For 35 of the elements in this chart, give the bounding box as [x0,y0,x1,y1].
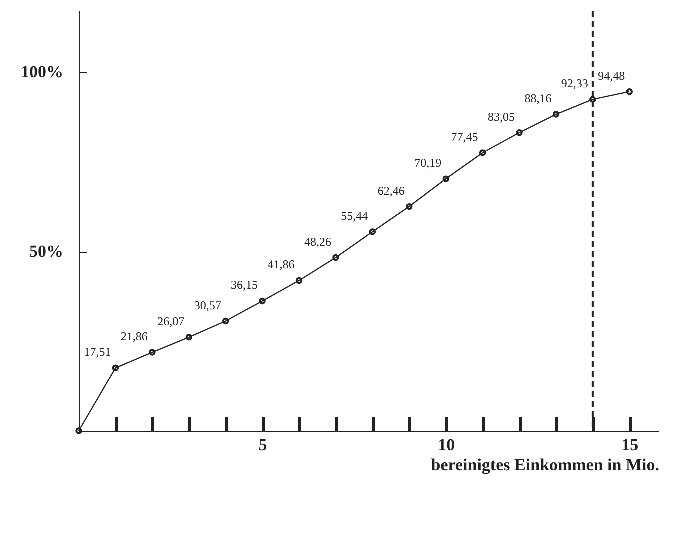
data-label: 36,15 [231,278,258,292]
point [186,334,192,341]
data-label: 26,07 [158,314,185,328]
x-axis-title: bereinigtes Einkommen in Mio. [431,456,660,474]
point [149,349,156,356]
x-tick-label: 15 [622,436,639,454]
x-tick-label: 5 [258,436,268,454]
point [406,203,413,210]
point [369,228,376,236]
point [259,298,266,305]
point [590,96,596,103]
data-label: 21,86 [120,330,148,344]
data-label: 70,19 [414,156,442,170]
data-label: 41,86 [268,258,295,272]
data-label: 30,57 [194,298,222,312]
y-tick-label: 50% [30,242,64,262]
data-label: 83,05 [488,110,516,124]
data-label: 62,46 [378,184,405,198]
x-tick-label: 10 [438,436,456,454]
point [332,254,340,262]
data-label: 48,26 [304,234,332,249]
data-label: 17,51 [84,345,112,360]
data-label: 92,33 [561,76,588,91]
point [516,130,523,136]
point [442,176,450,182]
data-label: 88,16 [524,92,552,106]
data-label: 55,44 [341,208,368,223]
data-label: 94,48 [598,68,626,83]
y-tick-label: 100% [21,62,64,82]
data-label: 77,45 [451,130,478,144]
point [296,277,303,284]
point [479,150,486,156]
point [552,111,560,118]
point [112,364,120,372]
point [222,318,230,325]
